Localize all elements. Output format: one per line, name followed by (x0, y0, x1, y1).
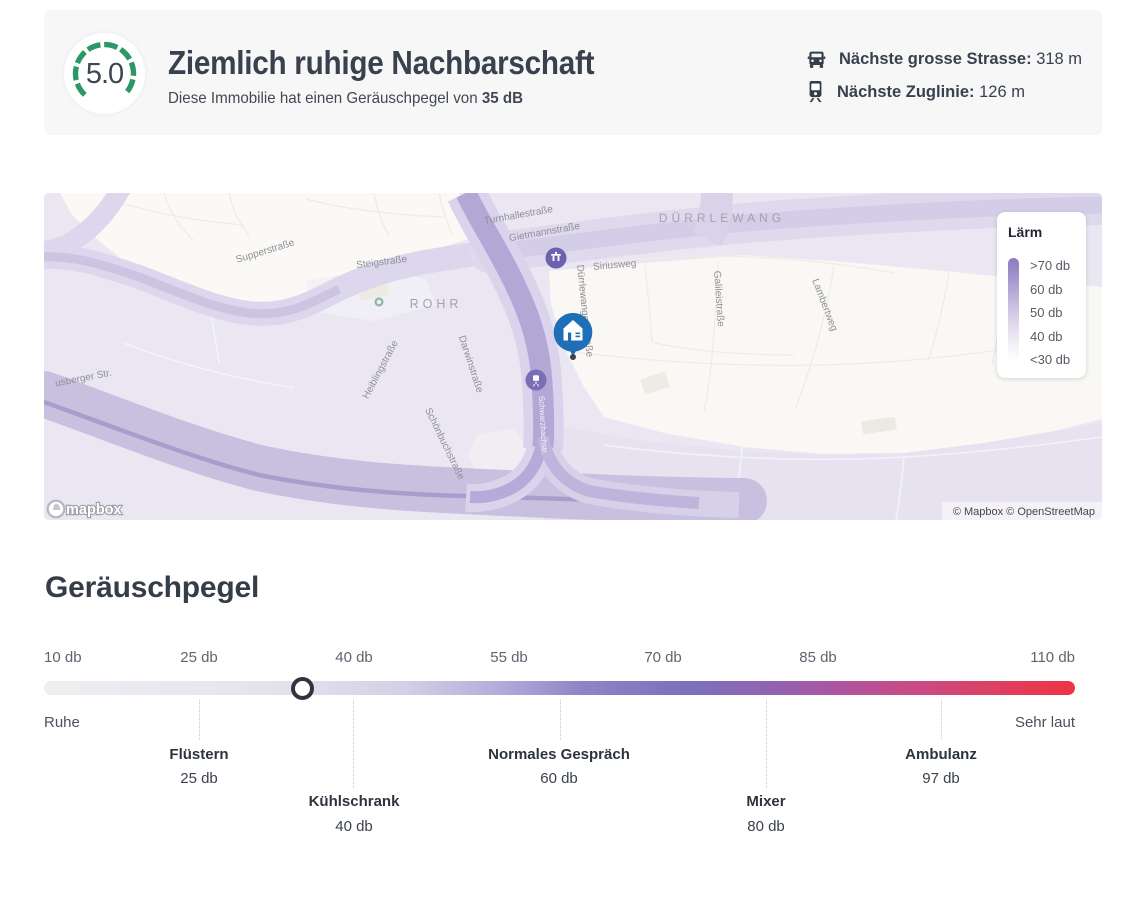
svg-text:mapbox: mapbox (66, 502, 122, 518)
svg-text:© Mapbox © OpenStreetMap: © Mapbox © OpenStreetMap (953, 506, 1095, 518)
svg-text:Galileistraße: Galileistraße (711, 270, 726, 327)
svg-text:Schwarzbachstr.: Schwarzbachstr. (537, 396, 549, 455)
svg-text:DÜRRLEWANG: DÜRRLEWANG (659, 211, 785, 225)
svg-text:Siriusweg: Siriusweg (593, 258, 637, 273)
svg-text:ROHR: ROHR (410, 297, 463, 311)
